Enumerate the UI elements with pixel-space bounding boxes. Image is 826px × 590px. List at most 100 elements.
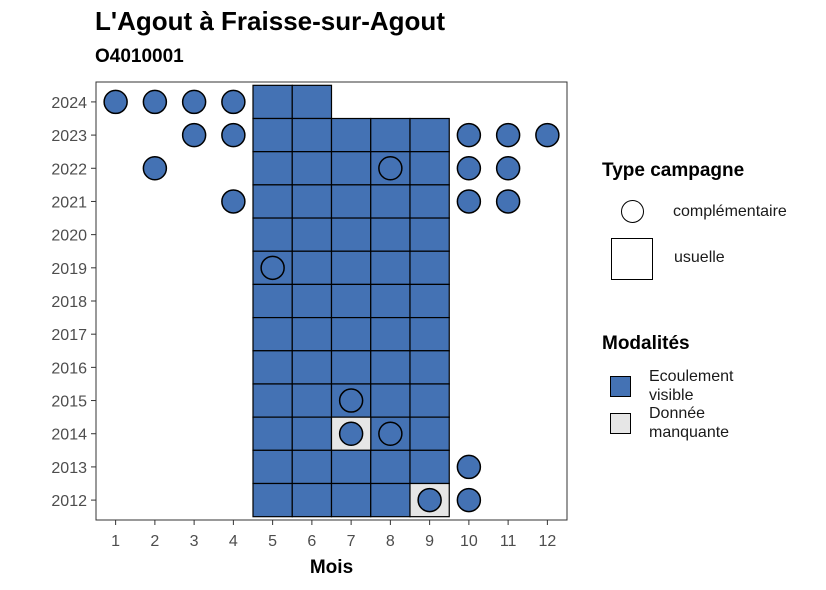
usuelle-square-2013-7 [330, 449, 372, 485]
usuelle-square-2015-6 [291, 383, 333, 418]
usuelle-square-2014-6 [291, 416, 333, 451]
usuelle-square-2019-9 [409, 250, 450, 286]
x-tick-label-10: 10 [460, 533, 478, 550]
x-tick-label-6: 6 [307, 533, 316, 550]
legend-item-donnee-manquante: Donnée manquante [610, 404, 729, 442]
y-tick-label-2019: 2019 [51, 261, 87, 278]
complementaire-point-2012-9 [417, 487, 442, 513]
legend-modalites-title: Modalités [602, 333, 690, 354]
legend-swatch-ecoulement [610, 375, 631, 397]
usuelle-square-2018-9 [409, 283, 450, 319]
legend-label-ecoulement: Ecoulement visible [649, 367, 734, 405]
x-axis-title: Mois [310, 557, 353, 578]
complementaire-point-2015-7 [338, 388, 364, 413]
chart-subtitle: O4010001 [95, 46, 184, 67]
usuelle-square-2020-8 [370, 217, 411, 252]
usuelle-square-2021-7 [330, 184, 372, 219]
usuelle-square-2023-8 [370, 117, 411, 153]
legend-item-complementaire: complémentaire [621, 200, 787, 223]
usuelle-square-2018-7 [330, 283, 372, 319]
legend-label-ecoulement-line1: Ecoulement [649, 368, 734, 385]
usuelle-square-2024-5 [252, 84, 293, 120]
usuelle-square-2015-8 [370, 383, 411, 418]
y-tick-label-2015: 2015 [51, 394, 87, 411]
y-tick-label-2023: 2023 [51, 128, 87, 145]
usuelle-square-2023-6 [291, 117, 333, 153]
usuelle-square-2012-7 [330, 482, 372, 518]
usuelle-square-2022-5 [252, 151, 293, 186]
x-tick-label-2: 2 [150, 533, 159, 550]
usuelle-square-2017-8 [370, 316, 411, 352]
usuelle-square-2016-9 [409, 350, 450, 385]
legend-label-ecoulement-line2: visible [649, 387, 694, 404]
complementaire-point-2023-4 [221, 122, 246, 148]
usuelle-square-2014-9 [409, 416, 450, 451]
complementaire-point-2022-8 [378, 156, 403, 181]
usuelle-square-2016-5 [252, 350, 293, 385]
legend-label-manquante-line1: Donnée [649, 405, 706, 422]
y-tick-label-2021: 2021 [51, 194, 87, 211]
usuelle-square-2016-6 [291, 350, 333, 385]
usuelle-square-2015-9 [409, 383, 450, 418]
x-tick-label-8: 8 [386, 533, 395, 550]
y-tick-label-2014: 2014 [51, 427, 87, 444]
legend-type-title: Type campagne [602, 160, 745, 181]
usuelle-square-2013-8 [370, 449, 411, 485]
legend-item-ecoulement-visible: Ecoulement visible [610, 367, 734, 405]
legend-label-complementaire: complémentaire [673, 203, 787, 220]
usuelle-square-2019-7 [330, 250, 372, 286]
complementaire-point-2022-10 [456, 156, 482, 181]
complementaire-point-2014-8 [378, 421, 403, 446]
legend-label-manquante: Donnée manquante [649, 404, 729, 442]
legend-type-campagne: Type campagne [602, 160, 744, 182]
complementaire-point-2012-10 [456, 487, 482, 513]
usuelle-square-2022-7 [330, 151, 372, 186]
usuelle-square-2016-8 [370, 350, 411, 385]
y-tick-label-2017: 2017 [51, 327, 87, 344]
complementaire-point-2022-2 [142, 156, 168, 181]
usuelle-square-2013-9 [409, 449, 450, 485]
usuelle-square-2023-9 [409, 117, 450, 153]
usuelle-square-2012-6 [291, 482, 333, 518]
usuelle-square-2021-9 [409, 184, 450, 219]
y-tick-label-2012: 2012 [51, 493, 87, 510]
complementaire-point-2019-5 [260, 255, 285, 281]
x-tick-label-3: 3 [190, 533, 199, 550]
complementaire-point-2022-11 [495, 156, 521, 181]
usuelle-square-2021-5 [252, 184, 293, 219]
usuelle-square-2019-8 [370, 250, 411, 286]
usuelle-square-2015-5 [252, 383, 293, 418]
usuelle-square-2023-5 [252, 117, 293, 153]
complementaire-point-2023-10 [456, 122, 482, 148]
usuelle-square-2021-8 [370, 184, 411, 219]
usuelle-square-2018-8 [370, 283, 411, 319]
complementaire-point-2023-3 [181, 122, 207, 148]
usuelle-square-2013-5 [252, 449, 293, 485]
complementaire-point-2021-10 [456, 189, 482, 214]
x-tick-label-7: 7 [347, 533, 356, 550]
y-tick-label-2018: 2018 [51, 294, 87, 311]
legend-label-manquante-line2: manquante [649, 424, 730, 441]
usuelle-square-2021-6 [291, 184, 333, 219]
x-tick-label-11: 11 [500, 533, 517, 550]
usuelle-square-2020-6 [291, 217, 333, 252]
usuelle-square-2022-6 [291, 151, 333, 186]
usuelle-square-2014-5 [252, 416, 293, 451]
y-tick-label-2024: 2024 [51, 95, 87, 112]
complementaire-point-2024-1 [103, 89, 128, 115]
x-tick-label-9: 9 [425, 533, 434, 550]
usuelle-square-2020-9 [409, 217, 450, 252]
legend-modalites: Modalités [602, 333, 690, 355]
complementaire-point-2021-4 [221, 189, 246, 214]
y-tick-label-2020: 2020 [51, 228, 87, 245]
y-tick-label-2016: 2016 [51, 360, 87, 377]
legend-label-usuelle: usuelle [674, 248, 725, 266]
usuelle-square-2017-6 [291, 316, 333, 352]
usuelle-square-2017-5 [252, 316, 293, 352]
usuelle-square-2020-5 [252, 217, 293, 252]
y-tick-label-2013: 2013 [51, 460, 87, 477]
usuelle-square-2020-7 [330, 217, 372, 252]
complementaire-point-2024-2 [142, 89, 168, 115]
x-tick-label-4: 4 [229, 533, 238, 550]
usuelle-square-2019-6 [291, 250, 333, 286]
